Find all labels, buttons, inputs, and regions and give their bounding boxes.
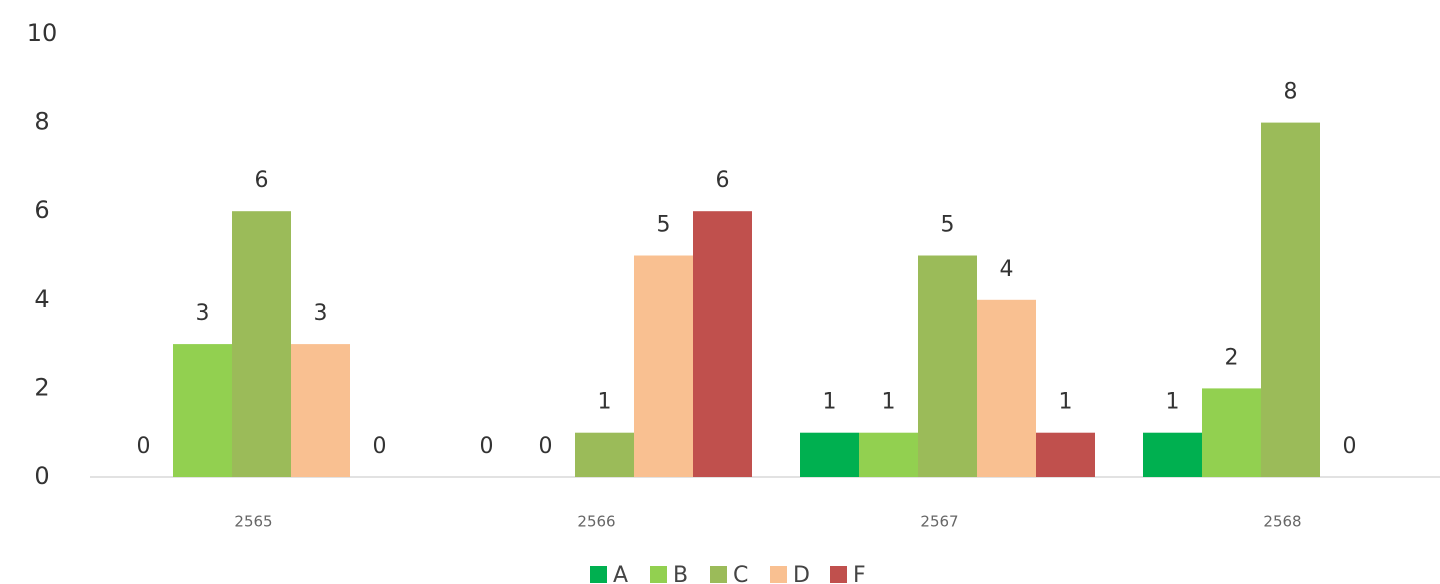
- data-label: 1: [1166, 390, 1180, 415]
- bar: [634, 255, 693, 477]
- bar: [575, 432, 634, 477]
- bar: [1202, 388, 1261, 477]
- x-tick-label: 2565: [234, 513, 272, 531]
- data-label: 6: [255, 168, 269, 193]
- legend-swatch: [650, 566, 667, 583]
- y-tick-label: 6: [34, 196, 49, 224]
- data-label: 3: [196, 301, 210, 326]
- bar: [859, 432, 918, 477]
- data-label: 0: [137, 434, 151, 459]
- bar: [1261, 122, 1320, 477]
- legend-label: A: [613, 563, 628, 584]
- y-tick-label: 10: [27, 19, 58, 47]
- legend-swatch: [710, 566, 727, 583]
- bar: [1143, 432, 1202, 477]
- bar: [977, 299, 1036, 477]
- data-label: 3: [314, 301, 328, 326]
- data-label: 1: [823, 390, 837, 415]
- x-tick-label: 2566: [577, 513, 615, 531]
- data-label: 0: [539, 434, 553, 459]
- x-tick-label: 2568: [1263, 513, 1301, 531]
- data-label: 4: [1000, 257, 1014, 282]
- data-label: 0: [1343, 434, 1357, 459]
- bar: [918, 255, 977, 477]
- bar: [800, 432, 859, 477]
- y-tick-label: 8: [34, 108, 49, 136]
- y-tick-label: 4: [34, 285, 49, 313]
- legend-label: B: [673, 563, 688, 584]
- y-tick-label: 2: [34, 373, 49, 401]
- legend-swatch: [830, 566, 847, 583]
- data-label: 5: [941, 213, 955, 238]
- data-label: 6: [716, 168, 730, 193]
- bar: [173, 344, 232, 477]
- bar: [1036, 432, 1095, 477]
- bar: [291, 344, 350, 477]
- bar: [232, 211, 291, 477]
- data-label: 2: [1225, 345, 1239, 370]
- x-tick-label: 2567: [920, 513, 958, 531]
- legend-swatch: [590, 566, 607, 583]
- data-label: 8: [1284, 80, 1298, 105]
- data-label: 1: [598, 390, 612, 415]
- data-label: 0: [480, 434, 494, 459]
- data-label: 1: [1059, 390, 1073, 415]
- bar: [693, 211, 752, 477]
- y-tick-label: 0: [34, 462, 49, 490]
- legend-label: C: [733, 563, 748, 584]
- data-label: 0: [373, 434, 387, 459]
- legend-swatch: [770, 566, 787, 583]
- legend-label: D: [793, 563, 810, 584]
- legend-label: F: [853, 563, 866, 584]
- data-label: 1: [882, 390, 896, 415]
- data-label: 5: [657, 213, 671, 238]
